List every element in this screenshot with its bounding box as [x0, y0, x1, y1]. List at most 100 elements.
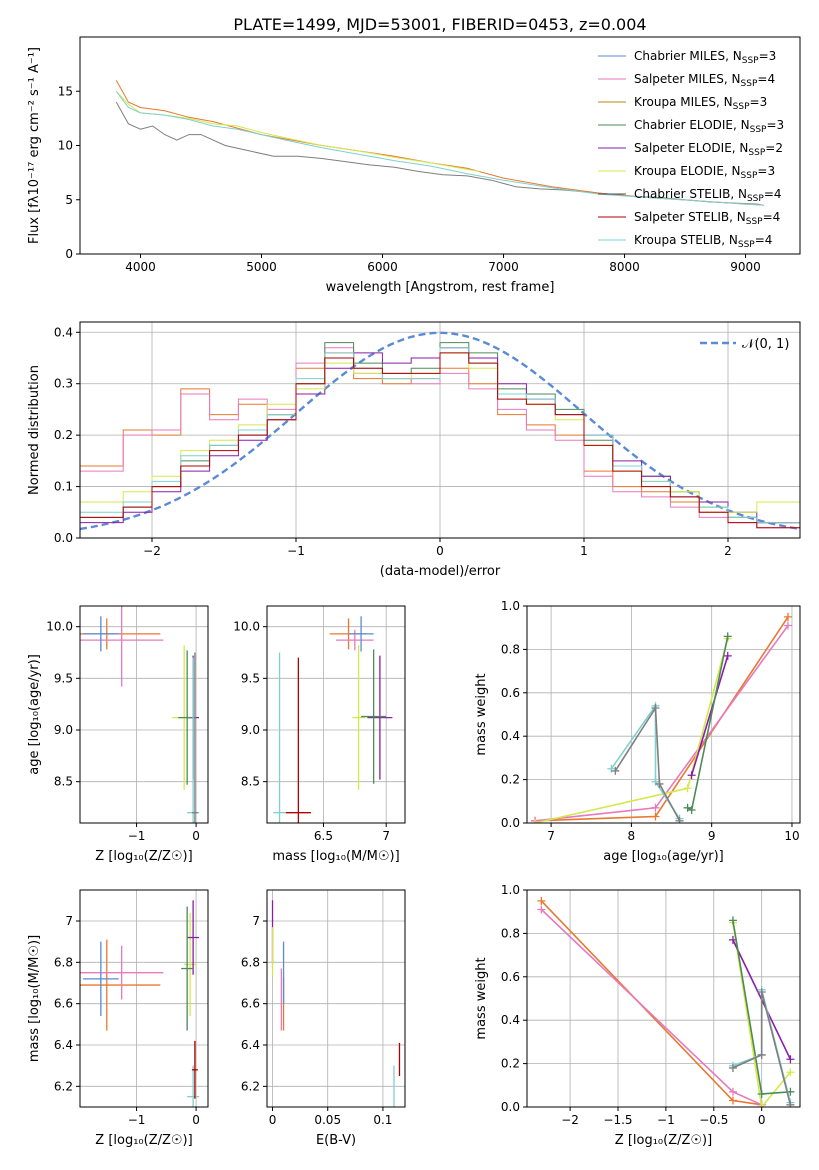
tick-label-y: 8.5: [54, 775, 73, 789]
panel-spectrum: 4000 5000 6000 7000 8000 9000 0 5 10 15 wavelength…: [27, 36, 801, 295]
tick-label-y: 8.5: [241, 775, 260, 789]
data-point-marker: [786, 1100, 795, 1107]
tick-label-y: 0.4: [501, 1013, 520, 1027]
plot-area: [80, 331, 800, 531]
tick-label-x: −2: [561, 1113, 579, 1127]
series-line: [614, 705, 681, 822]
data-point-marker: [783, 621, 792, 630]
data-point-marker: [675, 816, 684, 823]
data-point-marker: [611, 766, 620, 775]
panel-ebv-mass: 0 0.05 0.1 6.2 6.4 6.6 6.8 7 E(B-V): [241, 889, 406, 1148]
y-axis-label: Flux [fλ10⁻¹⁷ erg cm⁻² s⁻¹ A⁻¹]: [27, 47, 42, 244]
tick-label-y: 7: [65, 914, 73, 928]
axes-frame: [79, 605, 209, 824]
tick-label-x: 7000: [488, 260, 519, 274]
data-point-marker: [683, 784, 692, 793]
tick-label-y: 0: [65, 247, 73, 261]
tick-label-y: 6.8: [241, 955, 260, 969]
legend-gaussian-label: 𝒩(0, 1): [742, 337, 789, 352]
panel-residuals: −2 −1 0 1 2 0.0 0.1 0.2 0.3 0.4 (data-model)/error…: [27, 321, 801, 579]
tick-label-y: 0.0: [501, 1100, 520, 1114]
x-axis-label: Z [log₁₀(Z/Z☉)]: [95, 1133, 192, 1148]
tick-label-x: 0: [436, 544, 444, 558]
tick-label-y: 10.0: [46, 620, 73, 634]
tick-label-y: 6.6: [241, 997, 260, 1011]
tick-label-x: −1: [287, 544, 305, 558]
axes-frame: [526, 889, 801, 1108]
data-point-marker: [786, 1068, 795, 1077]
tick-label-y: 6.4: [241, 1038, 260, 1052]
tick-label-y: 0.8: [501, 642, 520, 656]
panel-mass-age: 6.5 7 8.5 9.0 9.5 10.0 mass [log₁₀(M/M☉)]: [233, 605, 406, 864]
histogram-step: [80, 352, 800, 529]
tick-label-x: −1: [128, 829, 146, 843]
tick-label-x: −1.5: [603, 1113, 632, 1127]
y-axis-label: age [log₁₀(age/yr)]: [27, 654, 42, 775]
tick-label-y: 6.6: [54, 997, 73, 1011]
tick-label-y: 0.2: [501, 773, 520, 787]
y-axis-label: mass [log₁₀(M/M☉)]: [27, 935, 42, 1062]
x-axis-label: mass [log₁₀(M/M☉)]: [272, 849, 399, 864]
legend-label: Kroupa MILES, NSSP=3: [634, 95, 767, 112]
series-line: [732, 922, 792, 1107]
x-axis-label: E(B-V): [316, 1133, 356, 1148]
data-point-marker: [651, 703, 660, 712]
tick-label-y: 0.6: [501, 970, 520, 984]
axes-frame: [79, 889, 209, 1108]
tick-label-x: −2: [143, 544, 161, 558]
data-point-marker: [651, 812, 660, 821]
tick-label-x: 0: [192, 1113, 200, 1127]
tick-label-x: 7: [382, 829, 390, 843]
tick-label-x: 10: [784, 829, 799, 843]
series-line: [690, 655, 729, 776]
data-point-marker: [683, 803, 692, 812]
data-point-marker: [723, 651, 732, 660]
data-point-marker: [537, 905, 546, 914]
tick-label-y: 15: [58, 84, 73, 98]
axes-frame: [526, 605, 801, 824]
panel-z-mass: −1 0 6.2 6.4 6.6 6.8 7 Z [log₁₀(Z/Z☉)] mass [log…: [27, 889, 209, 1148]
panel-age-weight: 7 8 9 10 0.0 0.2 0.4 0.6 0.8 1.0 age [log₁₀(age/yr…: [474, 599, 801, 864]
data-point-marker: [757, 1103, 766, 1107]
tick-label-y: 1.0: [501, 883, 520, 897]
tick-label-y: 9.5: [54, 671, 73, 685]
panels: 4000 5000 6000 7000 8000 9000051015wavelength…: [27, 36, 801, 1148]
x-axis-label: (data-model)/error: [380, 564, 501, 579]
data-point-marker: [687, 771, 696, 780]
data-point-marker: [728, 1087, 737, 1096]
tick-label-y: 6.2: [241, 1079, 260, 1093]
series-line: [115, 101, 764, 206]
plot-area: [80, 900, 200, 1107]
tick-label-x: 7: [547, 829, 555, 843]
data-point-marker: [728, 1063, 737, 1072]
legend-label: Salpeter MILES, NSSP=4: [634, 72, 775, 89]
data-point-marker: [728, 1096, 737, 1105]
plot-area: [80, 606, 200, 823]
tick-label-x: 1: [580, 544, 588, 558]
legend-label: Kroupa STELIB, NSSP=4: [634, 233, 772, 250]
y-axis-label: mass weight: [474, 673, 489, 755]
legend-label: Salpeter ELODIE, NSSP=2: [634, 141, 783, 158]
data-point-marker: [655, 779, 664, 788]
data-point-marker: [607, 764, 616, 773]
legend-label: Kroupa ELODIE, NSSP=3: [634, 164, 775, 181]
tick-label-x: 0: [758, 1113, 766, 1127]
tick-label-y: 10.0: [233, 620, 260, 634]
tick-label-x: 6000: [367, 260, 398, 274]
tick-label-y: 6.2: [54, 1079, 73, 1093]
tick-label-x: 0.1: [373, 1113, 392, 1127]
tick-label-x: −1: [128, 1113, 146, 1127]
axes-frame: [266, 889, 406, 1108]
axes-frame: [266, 605, 406, 824]
tick-label-x: −0.5: [699, 1113, 728, 1127]
panel-z-weight: −2 −1.5 −1 −0.5 0 0.0 0.2 0.4 0.6 0.8 1.0 Z [log₁₀(…: [474, 883, 801, 1148]
data-point-marker: [531, 819, 540, 823]
tick-label-x: 9000: [730, 260, 761, 274]
y-axis-label: mass weight: [474, 957, 489, 1039]
plot-area: [273, 616, 393, 823]
tick-label-y: 5: [65, 193, 73, 207]
figure-title: PLATE=1499, MJD=53001, FIBERID=0453, z=0…: [233, 15, 646, 34]
tick-label-x: 2: [724, 544, 732, 558]
x-axis-label: wavelength [Angstrom, rest frame]: [326, 280, 555, 295]
